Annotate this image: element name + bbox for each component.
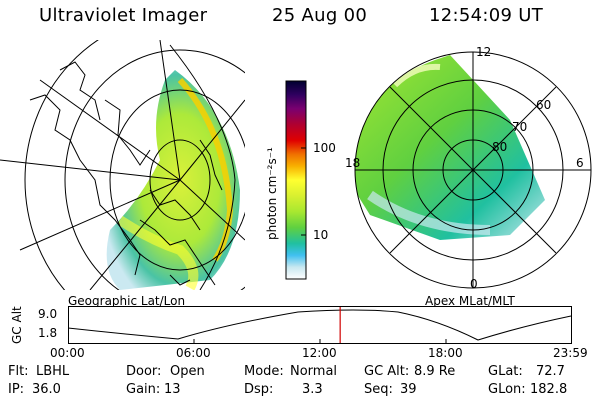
mode-value: Normal — [290, 364, 338, 379]
orbit-altitude-plot — [68, 306, 572, 344]
mlt-label-6: 6 — [576, 156, 584, 170]
date-label: 25 Aug 00 — [272, 5, 368, 26]
instrument-title: Ultraviolet Imager — [39, 5, 208, 26]
mlt-label-18: 18 — [345, 156, 361, 170]
gcalt-value: 8.9 Re — [414, 364, 456, 379]
apex-caption: Apex MLat/MLT — [425, 294, 515, 308]
mode-label: Mode: — [244, 364, 284, 379]
flt-value: LBHL — [36, 364, 70, 379]
geographic-map — [0, 40, 245, 290]
gain-label: Gain: — [126, 382, 161, 397]
orbit-xtick-1200: 12:00 — [302, 346, 337, 360]
flt-label: Flt: — [8, 364, 29, 379]
door-value: Open — [170, 364, 205, 379]
ip-value: 36.0 — [32, 382, 61, 397]
apex-polar-plot — [354, 51, 592, 289]
colorbar-tick-10: 10 — [313, 228, 329, 242]
ip-label: IP: — [8, 382, 25, 397]
orbit-xtick-0000: 00:00 — [50, 346, 85, 360]
orbit-xtick-1800: 18:00 — [428, 346, 463, 360]
seq-label: Seq: — [364, 382, 393, 397]
colorbar-unit-label: photon cm⁻²s⁻¹ — [265, 147, 279, 240]
mlt-label-0: 0 — [470, 277, 478, 291]
seq-value: 39 — [400, 382, 417, 397]
mlt-label-12: 12 — [476, 45, 492, 59]
dsp-label: Dsp: — [244, 382, 274, 397]
glat-label: GLat: — [488, 364, 523, 379]
orbit-xtick-0600: 06:00 — [176, 346, 211, 360]
colorbar — [285, 80, 307, 280]
geographic-caption: Geographic Lat/Lon — [68, 294, 186, 308]
glat-value: 72.7 — [536, 364, 565, 379]
orbit-ylabel: GC Alt — [10, 306, 24, 344]
lat-label-60: 60 — [536, 98, 552, 112]
lat-label-70: 70 — [512, 120, 528, 134]
glon-label: GLon: — [488, 382, 526, 397]
gcalt-label: GC Alt: — [364, 364, 410, 379]
orbit-ytick-1-8: 1.8 — [38, 326, 58, 340]
lat-label-80: 80 — [492, 140, 508, 154]
gain-value: 13 — [164, 382, 181, 397]
colorbar-tick-100: 100 — [313, 141, 336, 155]
dsp-value: 3.3 — [302, 382, 323, 397]
door-label: Door: — [126, 364, 162, 379]
orbit-xtick-2359: 23:59 — [553, 346, 588, 360]
orbit-ytick-9: 9.0 — [38, 307, 58, 321]
glon-value: 182.8 — [530, 382, 568, 397]
time-label: 12:54:09 UT — [429, 5, 544, 26]
